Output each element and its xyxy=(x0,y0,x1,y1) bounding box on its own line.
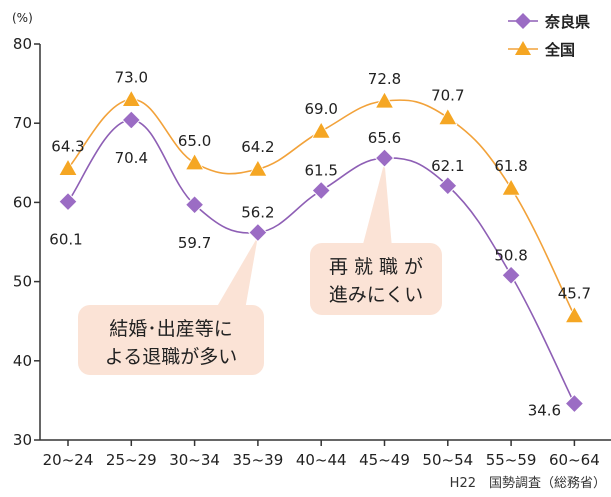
data-label-national: 64.3 xyxy=(51,137,84,155)
callout-text-1-line1: 結婚･出産等に xyxy=(109,318,233,340)
point-national xyxy=(58,158,78,176)
x-tick-label: 50~54 xyxy=(422,451,473,469)
x-tick-label: 45~49 xyxy=(359,451,410,469)
callout-box-1 xyxy=(78,305,264,375)
data-label-nara: 60.1 xyxy=(49,231,82,249)
x-tick-label: 35~39 xyxy=(233,451,284,469)
point-nara xyxy=(248,222,268,243)
callout-tail-2 xyxy=(362,162,392,248)
data-label-nara: 62.1 xyxy=(431,157,464,175)
x-tick-label: 20~24 xyxy=(43,451,94,469)
point-national xyxy=(438,107,458,126)
x-tick-label: 55~59 xyxy=(486,451,537,469)
data-label-nara: 34.6 xyxy=(528,402,561,420)
callouts: 結婚･出産等に よる退職が多い 再 就 職 が 進みにくい xyxy=(78,162,442,375)
data-label-national: 65.0 xyxy=(178,132,211,150)
point-nara xyxy=(501,265,521,285)
data-label-national: 69.0 xyxy=(304,100,337,118)
legend-diamond-icon xyxy=(515,13,531,29)
data-label-national: 45.7 xyxy=(558,285,591,303)
callout-box-2 xyxy=(310,243,442,315)
legend: 奈良県 全国 xyxy=(508,13,590,59)
y-tick-label: 80 xyxy=(13,35,32,53)
y-ticks: 30 40 50 60 70 80 xyxy=(13,35,40,449)
callout-tail-1 xyxy=(215,236,258,310)
data-label-national: 70.7 xyxy=(431,87,464,105)
data-label-national: 73.0 xyxy=(115,68,148,86)
y-tick-label: 40 xyxy=(13,352,32,370)
callout-text-1-line2: よる退職が多い xyxy=(105,346,237,368)
source-note: H22 国勢調査（総務省） xyxy=(450,476,606,491)
callout-text-2-line1: 再 就 職 が xyxy=(329,256,423,278)
x-tick-label: 60~64 xyxy=(549,451,600,469)
point-national xyxy=(564,305,585,324)
y-tick-label: 50 xyxy=(13,273,32,291)
legend-label-nara: 奈良県 xyxy=(544,13,590,31)
y-tick-label: 30 xyxy=(13,431,32,449)
point-nara xyxy=(121,110,142,130)
x-ticks: 20~24 25~29 30~34 35~39 40~44 45~49 50~54 55~59… xyxy=(43,440,600,469)
point-nara xyxy=(438,176,458,196)
data-label-nara: 59.7 xyxy=(178,234,211,252)
data-label-national: 64.2 xyxy=(241,138,274,156)
point-national xyxy=(311,121,331,139)
point-national xyxy=(184,152,205,171)
y-unit-label: (%) xyxy=(12,11,33,25)
series-layer xyxy=(58,89,585,414)
data-label-national: 61.8 xyxy=(494,157,527,175)
legend-triangle-icon xyxy=(515,41,531,55)
x-tick-label: 25~29 xyxy=(106,451,157,469)
data-label-nara: 65.6 xyxy=(368,129,401,147)
data-label-nara: 61.5 xyxy=(304,162,337,180)
point-national xyxy=(501,178,521,196)
point-nara xyxy=(58,191,78,212)
point-national xyxy=(374,91,395,109)
data-labels: 64.3 73.0 65.0 64.2 69.0 72.8 70.7 61.8 45.7 60.1… xyxy=(49,68,591,419)
y-tick-label: 70 xyxy=(13,114,32,132)
x-tick-label: 40~44 xyxy=(296,451,347,469)
point-nara xyxy=(311,180,331,201)
data-label-nara: 70.4 xyxy=(115,149,148,167)
data-label-nara: 56.2 xyxy=(241,203,274,221)
point-national xyxy=(121,89,141,107)
y-tick-label: 60 xyxy=(13,193,32,211)
point-national xyxy=(248,159,268,177)
point-nara xyxy=(564,393,585,414)
point-nara xyxy=(184,195,205,215)
point-nara xyxy=(374,148,395,168)
callout-text-2-line2: 進みにくい xyxy=(329,284,424,306)
data-label-nara: 50.8 xyxy=(494,246,527,264)
legend-label-national: 全国 xyxy=(544,41,575,59)
x-tick-label: 30~34 xyxy=(169,451,220,469)
data-label-national: 72.8 xyxy=(368,70,401,88)
